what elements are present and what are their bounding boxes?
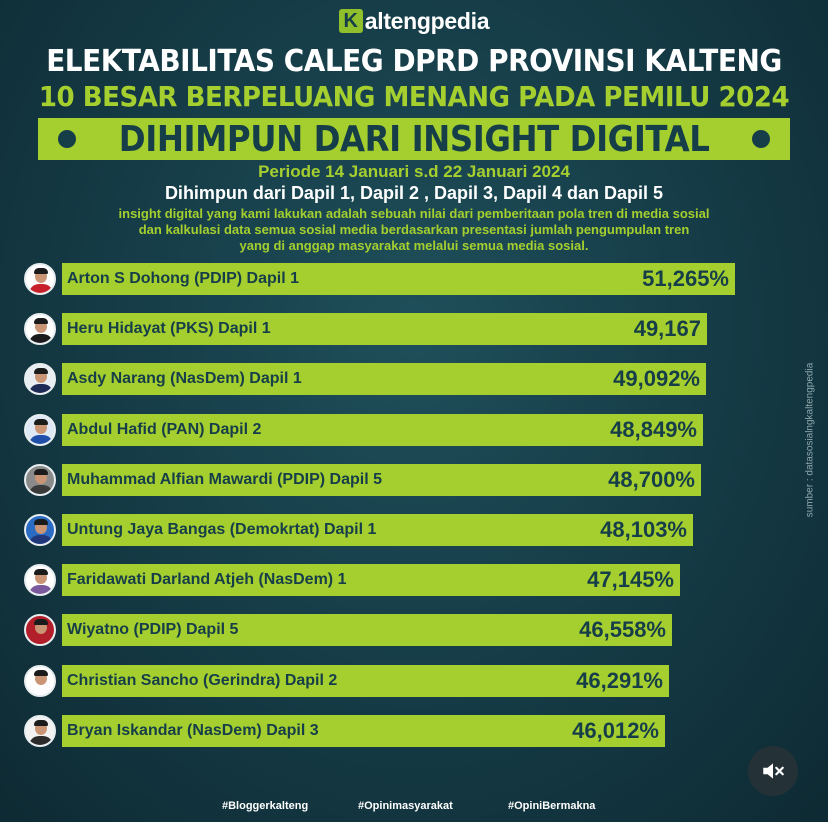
candidate-avatar [24,715,56,747]
candidate-avatar [24,514,56,546]
bar [62,464,701,496]
brand-logo: K altengpedia [0,4,828,38]
bar-label: Abdul Hafid (PAN) Dapil 2 [67,421,262,438]
banner-dot-right-icon [752,130,770,148]
bar-value-label: 46,558% [579,617,666,642]
period-text: Periode 14 Januari s.d 22 Januari 2024 [258,162,570,181]
bar-label: Heru Hidayat (PKS) Dapil 1 [67,320,271,337]
description-line-3: yang di anggap masyarakat melalui semua … [239,238,589,253]
bar [62,614,672,646]
brand-text: altengpedia [364,7,490,34]
description-line-1: insight digital yang kami lakukan adalah… [118,206,710,221]
candidate-avatar [24,414,56,446]
bar [62,514,693,546]
candidate-avatar [24,614,56,646]
banner-text: DIHIMPUN DARI INSIGHT DIGITAL [118,118,710,160]
bar-value-label: 48,103% [600,517,687,542]
bar-value-label: 47,145% [587,567,674,592]
bar-value-label: 48,849% [610,417,697,442]
bar [62,363,706,395]
page-subtitle: 10 BESAR BERPELUANG MENANG PADA PEMILU 2… [38,80,790,113]
bar-value-label: 51,265% [642,266,729,291]
brand-k-icon: K [338,9,363,33]
hashtag-1[interactable]: #Bloggerkalteng [222,800,309,812]
candidate-avatar [24,263,56,295]
candidate-avatar [24,313,56,345]
hashtag-3[interactable]: #OpiniBermakna [508,800,596,812]
bar [62,263,735,295]
bar-label: Bryan Iskandar (NasDem) Dapil 3 [67,722,319,739]
description-line-2: dan kalkulasi data semua sosial media be… [138,222,690,237]
candidate-avatar [24,363,56,395]
bar [62,414,703,446]
source-credit: sumber : datasosialngkaltengpedia [804,362,816,518]
bar [62,715,665,747]
bar [62,665,669,697]
bar-label: Faridawati Darland Atjeh (NasDem) 1 [67,571,347,588]
bar-label: Muhammad Alfian Mawardi (PDIP) Dapil 5 [67,471,383,488]
bar-value-label: 49,092% [613,366,700,391]
bar-label: Arton S Dohong (PDIP) Dapil 1 [67,270,299,287]
source-banner: DIHIMPUN DARI INSIGHT DIGITAL [38,118,790,160]
mute-button[interactable] [748,746,798,796]
candidate-avatar [24,564,56,596]
hashtag-2[interactable]: #Opinimasyarakat [358,800,453,812]
candidate-avatar [24,464,56,496]
bar [62,564,680,596]
bar-label: Wiyatno (PDIP) Dapil 5 [67,621,239,638]
page-title: ELEKTABILITAS CALEG DPRD PROVINSI KALTEN… [46,44,782,79]
description: insight digital yang kami lakukan adalah… [60,206,768,254]
bar-label: Christian Sancho (Gerindra) Dapil 2 [67,672,338,689]
speaker-muted-icon [763,763,784,779]
bar-value-label: 48,700% [608,467,695,492]
bar-value-label: 46,291% [576,668,663,693]
candidate-avatar [24,665,56,697]
banner-dot-left-icon [58,130,76,148]
bar-value-label: 49,167 [633,316,701,341]
bar-label: Untung Jaya Bangas (Demokrtat) Dapil 1 [67,521,377,538]
bar-value-label: 46,012% [572,718,659,743]
dapil-text: Dihimpun dari Dapil 1, Dapil 2 , Dapil 3… [164,183,664,203]
bar-label: Asdy Narang (NasDem) Dapil 1 [67,370,302,387]
bar [62,313,707,345]
